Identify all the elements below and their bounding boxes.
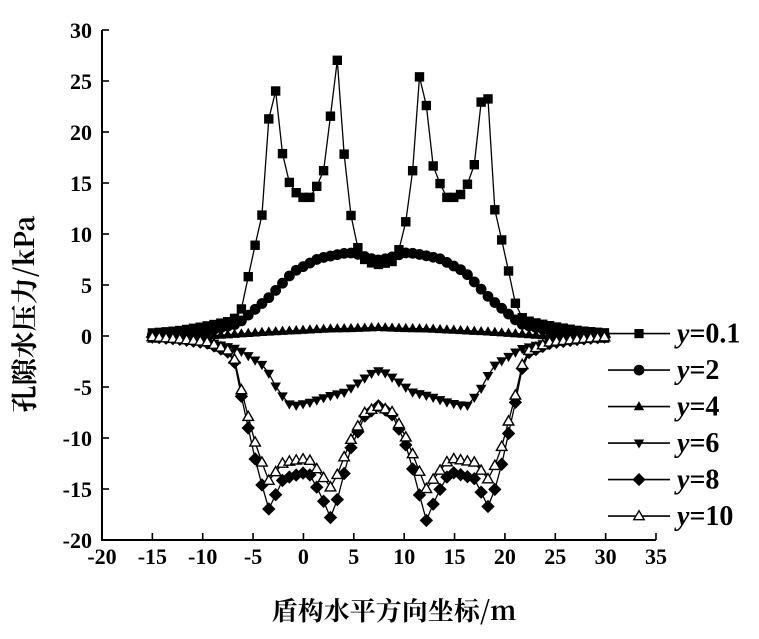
svg-text:0: 0 — [81, 324, 92, 349]
svg-text:y=0.1: y=0.1 — [674, 319, 740, 350]
svg-text:25: 25 — [70, 69, 92, 94]
svg-text:y=8: y=8 — [674, 465, 719, 496]
svg-text:15: 15 — [444, 544, 466, 569]
svg-text:孔隙水压力/kPa: 孔隙水压力/kPa — [3, 215, 42, 412]
svg-text:y=10: y=10 — [674, 501, 733, 532]
svg-text:20: 20 — [70, 120, 92, 145]
svg-text:-5: -5 — [74, 375, 92, 400]
svg-text:y=2: y=2 — [674, 355, 719, 386]
svg-text:20: 20 — [494, 544, 516, 569]
svg-text:0: 0 — [298, 544, 309, 569]
svg-text:35: 35 — [645, 544, 667, 569]
svg-text:盾构水平方向坐标/m: 盾构水平方向坐标/m — [272, 591, 517, 628]
svg-text:-15: -15 — [63, 477, 92, 502]
svg-text:25: 25 — [544, 544, 566, 569]
svg-text:y=4: y=4 — [674, 392, 719, 423]
svg-text:-5: -5 — [244, 544, 262, 569]
svg-text:15: 15 — [70, 171, 92, 196]
svg-text:-20: -20 — [63, 528, 92, 553]
svg-text:-10: -10 — [188, 544, 217, 569]
svg-text:10: 10 — [70, 222, 92, 247]
svg-text:30: 30 — [595, 544, 617, 569]
svg-text:-10: -10 — [63, 426, 92, 451]
svg-text:-15: -15 — [138, 544, 167, 569]
svg-text:y=6: y=6 — [674, 428, 719, 459]
svg-text:5: 5 — [348, 544, 359, 569]
svg-text:5: 5 — [81, 273, 92, 298]
svg-text:30: 30 — [70, 18, 92, 43]
svg-text:10: 10 — [393, 544, 415, 569]
